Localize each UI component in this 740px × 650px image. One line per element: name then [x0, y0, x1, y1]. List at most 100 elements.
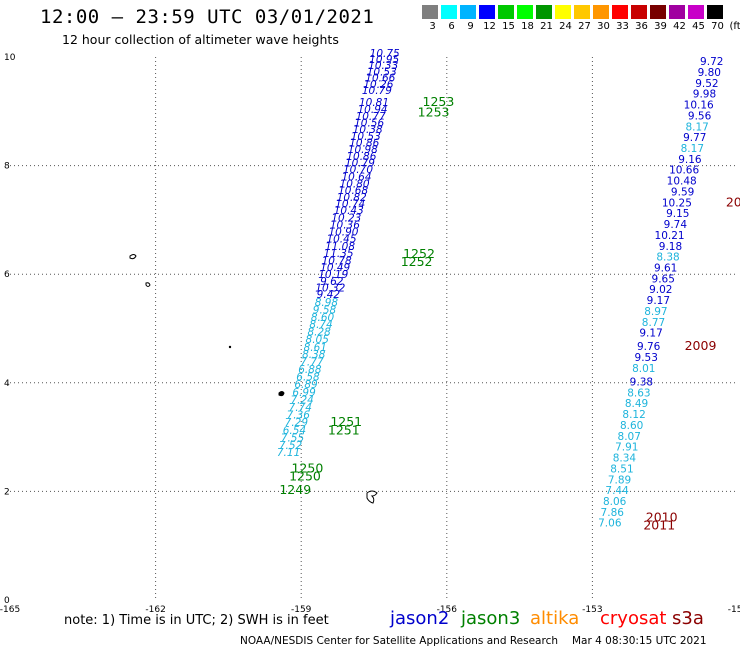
satellite-legend-s3a: s3a	[672, 608, 704, 629]
swh-value-label: 9.16	[678, 154, 702, 166]
swh-value-label: 9.98	[693, 89, 716, 101]
legend-bin-label: 39	[654, 21, 667, 32]
satellite-legend-altika: altika	[530, 608, 580, 629]
swh-value-label: 10.75	[370, 48, 400, 60]
credit-text: NOAA/NESDIS Center for Satellite Applica…	[240, 635, 558, 647]
time-label: 1250	[289, 469, 321, 484]
legend-bin-label: 45	[692, 21, 705, 32]
legend-bin-label: 15	[502, 21, 515, 32]
time-label: 2011	[643, 517, 675, 532]
swh-value-label: 8.60	[620, 420, 643, 432]
swh-value-label: 10.86	[346, 151, 376, 163]
swh-value-label: 7.77	[300, 356, 324, 368]
swh-value-label: 8.63	[627, 387, 650, 399]
swh-value-label: 10.43	[334, 205, 364, 217]
swh-value-label: 10.81	[359, 97, 389, 109]
swh-value-label: 10.26	[363, 79, 393, 91]
swh-value-label: 8.05	[306, 334, 330, 346]
swh-value-label: 10.21	[655, 230, 685, 242]
legend-swatch	[479, 5, 496, 19]
swh-value-label: 9.17	[639, 328, 662, 340]
swh-value-label: 9.65	[652, 273, 675, 285]
swh-value-label: 7.55	[281, 432, 305, 444]
satellite-legend-jason2: jason2	[390, 608, 450, 629]
footer: NOAA/NESDIS Center for Satellite Applica…	[240, 635, 707, 647]
swh-value-label: 6.54	[283, 425, 306, 437]
y-tick-label: 2	[4, 487, 10, 497]
swh-value-label: 9.18	[659, 241, 682, 253]
legend-bin-label: 24	[559, 21, 572, 32]
swh-value-label: 10.79	[345, 158, 375, 170]
swh-value-label: 8.77	[642, 317, 665, 329]
time-label: 1249	[279, 482, 311, 497]
page-title: 12:00 – 23:59 UTC 03/01/2021	[40, 6, 375, 28]
swh-value-label: 7.86	[601, 507, 625, 519]
legend-bin-label: 3	[429, 21, 436, 32]
swh-value-label: 10.70	[343, 164, 373, 176]
swh-value-label: 7.06	[598, 518, 622, 530]
swh-value-label: 8.07	[618, 431, 641, 443]
swh-value-label: 6.88	[298, 364, 322, 376]
swh-value-label: 7.36	[287, 410, 311, 422]
swh-value-label: 10.77	[356, 111, 386, 123]
x-tick-label: -153	[582, 605, 602, 615]
y-tick-label: 10	[4, 53, 16, 63]
swh-value-label: 7.29	[285, 417, 309, 429]
legend-bin-label: 6	[448, 21, 455, 32]
swh-value-label: 8.60	[311, 312, 335, 324]
swh-value-label: 11.35	[324, 248, 354, 260]
swh-value-label: 9.61	[654, 262, 677, 274]
legend-swatch	[688, 5, 705, 19]
legend-swatch	[574, 5, 591, 19]
data-labels: 10.7510.9510.3310.5310.6610.2610.7910.81…	[277, 48, 724, 530]
islands	[129, 254, 378, 504]
legend-swatch	[612, 5, 629, 19]
time-label: 1251	[328, 422, 360, 437]
swh-value-label: 9.76	[637, 341, 661, 353]
swh-value-label: 10.94	[358, 104, 388, 116]
swh-value-label: 10.36	[330, 220, 360, 232]
swh-value-label: 10.79	[362, 85, 392, 97]
swh-value-label: 10.98	[348, 144, 378, 156]
swh-value-label: 10.82	[337, 192, 367, 204]
time-label: 2010	[646, 509, 678, 524]
swh-value-label: 7.89	[608, 474, 631, 486]
swh-value-label: 6.58	[296, 372, 320, 384]
swh-value-label: 8.49	[625, 398, 648, 410]
swh-value-label: 9.02	[649, 284, 672, 296]
swh-value-label: 10.49	[320, 262, 350, 274]
island-shape	[145, 282, 151, 287]
x-tick-label: -150	[728, 605, 740, 615]
swh-value-label: 6.99	[292, 387, 316, 399]
swh-value-label: 10.78	[322, 255, 352, 267]
swh-value-label: 8.28	[307, 327, 331, 339]
swh-value-label: 10.64	[341, 171, 371, 183]
swh-value-label: 7.52	[279, 440, 303, 452]
island-shape	[228, 345, 232, 349]
legend-swatch	[555, 5, 572, 19]
swh-value-label: 10.66	[669, 165, 699, 177]
swh-value-label: 10.56	[354, 118, 384, 130]
swh-value-label: 9.59	[671, 186, 694, 198]
legend-swatch	[517, 5, 534, 19]
swh-value-label: 9.62	[320, 276, 344, 288]
swh-value-label: 10.25	[662, 197, 692, 209]
swh-value-label: 9.56	[688, 110, 712, 122]
time-label: 2009	[685, 338, 717, 353]
swh-value-label: 9.58	[313, 304, 337, 316]
swh-value-label: 11.08	[325, 241, 355, 253]
island-shape	[278, 391, 285, 397]
legend-bin-label: 27	[578, 21, 591, 32]
y-tick-label: 6	[4, 270, 10, 280]
timestamp-text: Mar 4 08:30:15 UTC 2021	[572, 635, 707, 647]
satellite-legend-jason3: jason3	[461, 608, 521, 629]
legend-bin-label: 12	[483, 21, 496, 32]
satellite-legend-cryosat: cryosat	[600, 608, 667, 629]
swh-value-label: 7.74	[289, 402, 312, 414]
swh-value-label: 9.80	[698, 67, 721, 79]
swh-value-label: 8.06	[603, 496, 627, 508]
y-tick-label: 4	[4, 379, 10, 389]
swh-value-label: 8.34	[613, 453, 637, 465]
legend-swatch	[460, 5, 477, 19]
